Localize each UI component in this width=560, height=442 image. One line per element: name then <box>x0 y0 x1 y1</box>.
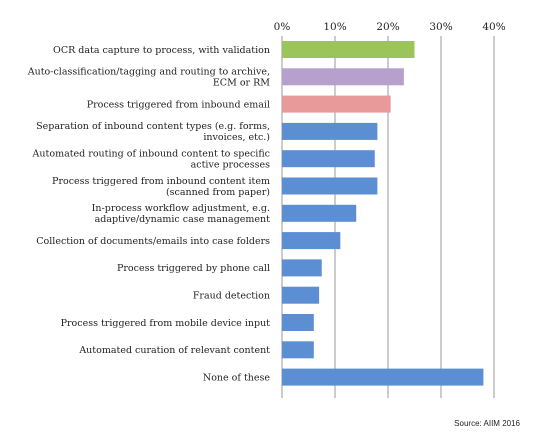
bar <box>282 259 322 277</box>
category-label: Automated curation of relevant content <box>78 345 270 356</box>
bar <box>282 341 314 359</box>
category-label: invoices, etc.) <box>203 132 270 143</box>
category-label: In-process workflow adjustment, e.g. <box>92 203 270 214</box>
category-label: Separation of inbound content types (e.g… <box>36 121 270 132</box>
category-label: active processes <box>191 160 271 171</box>
category-label: adaptive/dynamic case management <box>95 214 271 225</box>
bar <box>282 368 484 386</box>
x-tick-label: 30% <box>429 21 452 33</box>
bar <box>282 204 357 222</box>
bar <box>282 286 320 304</box>
category-label: Process triggered from mobile device inp… <box>61 318 271 329</box>
bar <box>282 177 378 195</box>
source-note: Source: AIIM 2016 <box>454 419 520 428</box>
category-labels: OCR data capture to process, with valida… <box>27 45 271 384</box>
category-label: (scanned from paper) <box>166 187 270 198</box>
category-label: Process triggered from inbound email <box>87 99 270 110</box>
bar <box>282 68 404 86</box>
category-label: Automated routing of inbound content to … <box>32 149 270 160</box>
category-label: Process triggered from inbound content i… <box>52 176 270 187</box>
category-label: ECM or RM <box>213 78 270 89</box>
bars <box>282 41 484 386</box>
x-tick-label: 40% <box>482 21 505 33</box>
category-label: Process triggered by phone call <box>117 263 270 274</box>
bar <box>282 122 378 140</box>
category-label: None of these <box>203 372 270 383</box>
category-label: Collection of documents/emails into case… <box>36 236 270 247</box>
x-tick-label: 10% <box>323 21 346 33</box>
category-label: Auto-classification/tagging and routing … <box>27 67 270 78</box>
bar <box>282 41 415 58</box>
x-axis-ticks: 0% 10% 20% 30% 40% <box>274 21 506 33</box>
category-label: OCR data capture to process, with valida… <box>53 45 270 56</box>
x-tick-label: 20% <box>376 21 399 33</box>
category-label: Fraud detection <box>193 291 270 302</box>
bar <box>282 232 341 250</box>
bar <box>282 150 375 168</box>
x-tick-label: 0% <box>274 21 291 33</box>
bar <box>282 95 391 113</box>
bar <box>282 314 314 331</box>
